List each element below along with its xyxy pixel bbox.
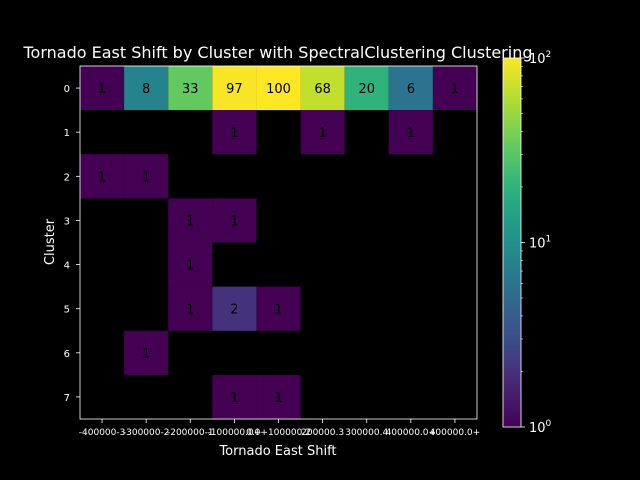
heatmap-cell — [212, 286, 257, 331]
y-tick-label: 2 — [64, 172, 70, 183]
x-axis: -400000-3-300000-2-200000-1-100000.0+0.0… — [79, 65, 480, 438]
heatmap-cell — [168, 286, 213, 331]
heatmap-cell — [124, 66, 169, 111]
colorbar-tick-label: 100 — [529, 419, 552, 436]
heatmap-cell — [300, 110, 345, 155]
x-tick-label: 200000.3 — [301, 428, 344, 438]
cell-value-label: 1 — [98, 82, 106, 97]
cell-value-label: 100 — [266, 82, 291, 97]
colorbar-gradient — [502, 57, 522, 428]
y-axis: 0 1 2 3 4 5 6 7 — [64, 84, 80, 404]
heatmap-cell — [388, 66, 433, 111]
cell-value-label: 1 — [186, 259, 194, 274]
x-tick-label: 400000.0+ — [386, 428, 436, 438]
cell-value-label: 33 — [182, 82, 199, 97]
x-tick-label: -200000-1 — [167, 428, 214, 438]
cell-value-label: 1 — [318, 126, 326, 141]
y-tick-label: 0 — [64, 84, 70, 95]
cell-value-label: 1 — [142, 170, 150, 185]
heatmap-cell — [344, 66, 389, 111]
heatmap-cell — [256, 374, 301, 419]
heatmap-cell — [124, 154, 169, 199]
y-axis-label: Cluster — [43, 218, 58, 265]
heatmap-cell — [168, 66, 213, 111]
x-tick-label: 400000.0+ — [430, 428, 480, 438]
y-tick-label: 5 — [64, 305, 70, 316]
colorbar-tick-label: 102 — [529, 50, 551, 67]
heatmap-cell — [168, 242, 213, 287]
y-tick-label: 4 — [64, 261, 70, 272]
colorbar-tick-label: 101 — [529, 235, 551, 252]
y-tick-label: 1 — [64, 128, 70, 139]
cell-value-label: 2 — [230, 303, 238, 318]
heatmap-cell — [212, 66, 257, 111]
cell-value-label: 20 — [358, 82, 375, 97]
heatmap-cell — [212, 374, 257, 419]
x-tick-label: -100000.0+ — [208, 428, 262, 438]
heatmap-cell — [256, 286, 301, 331]
heatmap-cell — [124, 330, 169, 375]
cell-value-label: 1 — [98, 170, 106, 185]
x-tick-label: -400000-3 — [79, 428, 126, 438]
heatmap-cell — [388, 110, 433, 155]
heatmap-cell — [80, 154, 125, 199]
cell-value-label: 1 — [274, 303, 282, 318]
x-axis-label: Tornado East Shift — [218, 444, 336, 459]
cell-value-label: 1 — [230, 391, 238, 406]
cell-value-label: 1 — [451, 82, 459, 97]
cell-value-label: 1 — [274, 391, 282, 406]
chart-title: Tornado East Shift by Cluster with Spect… — [23, 43, 533, 62]
heatmap-cell — [168, 198, 213, 243]
cell-value-label: 1 — [186, 214, 194, 229]
cell-value-label: 1 — [230, 214, 238, 229]
heatmap-cells: 1 8 33 97 100 68 20 6 1 1 1 1 1 1 1 1 1 1 2 1 1 1 1 — [80, 66, 477, 419]
heatmap-cell — [300, 66, 345, 111]
cell-value-label: 97 — [226, 82, 243, 97]
cell-value-label: 1 — [230, 126, 238, 141]
heatmap-cell — [80, 66, 125, 111]
cell-value-label: 8 — [142, 82, 150, 97]
x-tick-label: -300000-2 — [123, 428, 170, 438]
y-tick-label: 6 — [64, 349, 70, 360]
cell-value-label: 1 — [186, 303, 194, 318]
cell-value-label: 6 — [407, 82, 415, 97]
y-tick-label: 3 — [64, 216, 70, 227]
x-tick-label: 300000.4 — [345, 428, 388, 438]
colorbar: 100 101 102 — [502, 50, 552, 436]
heatmap-cell — [432, 66, 477, 111]
x-tick-label: 0.0+100000.2 — [246, 428, 311, 438]
cell-value-label: 68 — [314, 82, 331, 97]
cell-value-label: 1 — [407, 126, 415, 141]
heatmap-cell — [256, 66, 301, 111]
heatmap-cell — [212, 198, 257, 243]
cell-value-label: 1 — [142, 347, 150, 362]
y-tick-label: 7 — [64, 393, 70, 404]
heatmap-cell — [212, 110, 257, 155]
